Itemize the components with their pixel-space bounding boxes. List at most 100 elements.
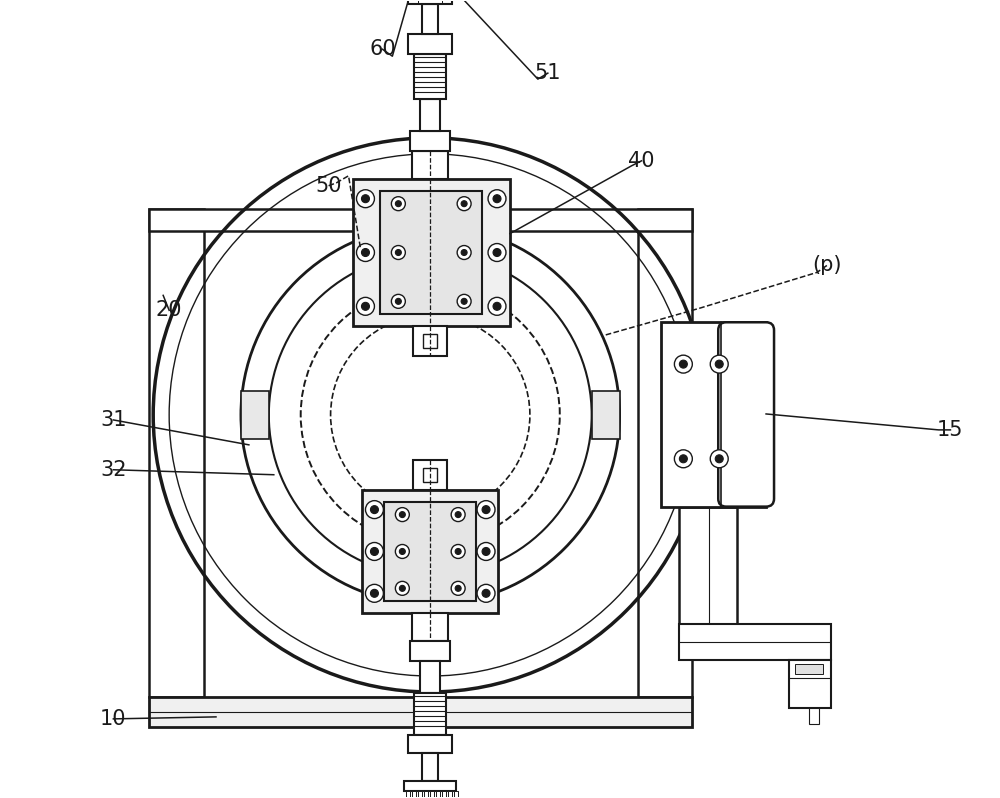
Bar bbox=[410, 641, 450, 661]
Circle shape bbox=[361, 248, 369, 256]
Circle shape bbox=[461, 200, 467, 207]
Bar bbox=[638, 208, 692, 697]
Circle shape bbox=[357, 298, 374, 315]
Circle shape bbox=[391, 196, 405, 211]
Bar bbox=[420, 99, 440, 131]
Circle shape bbox=[674, 450, 692, 468]
Bar bbox=[423, 334, 437, 348]
Bar bbox=[418, 791, 422, 798]
Bar bbox=[424, 791, 428, 798]
Bar bbox=[353, 179, 510, 326]
Circle shape bbox=[455, 548, 461, 555]
Circle shape bbox=[451, 582, 465, 595]
Circle shape bbox=[488, 190, 506, 207]
Circle shape bbox=[370, 547, 378, 555]
Circle shape bbox=[395, 544, 409, 559]
Text: 15: 15 bbox=[937, 420, 964, 440]
Circle shape bbox=[477, 500, 495, 519]
Circle shape bbox=[391, 294, 405, 308]
Bar bbox=[241, 391, 269, 439]
Circle shape bbox=[679, 360, 687, 368]
Circle shape bbox=[679, 455, 687, 463]
Bar bbox=[789, 660, 831, 708]
Bar bbox=[592, 391, 620, 439]
Bar bbox=[414, 693, 446, 735]
Text: 20: 20 bbox=[156, 300, 182, 320]
Bar bbox=[809, 708, 819, 724]
Circle shape bbox=[457, 196, 471, 211]
Circle shape bbox=[488, 298, 506, 315]
Bar bbox=[380, 191, 482, 314]
Circle shape bbox=[395, 582, 409, 595]
Bar bbox=[412, 613, 448, 641]
Circle shape bbox=[391, 246, 405, 259]
Circle shape bbox=[455, 586, 461, 591]
Circle shape bbox=[461, 250, 467, 255]
Bar bbox=[404, 780, 456, 791]
Bar bbox=[679, 624, 831, 660]
Circle shape bbox=[493, 248, 501, 256]
Circle shape bbox=[399, 586, 405, 591]
Circle shape bbox=[395, 508, 409, 522]
Circle shape bbox=[710, 450, 728, 468]
Circle shape bbox=[715, 360, 723, 368]
Circle shape bbox=[357, 243, 374, 262]
Text: 50: 50 bbox=[315, 176, 342, 196]
Circle shape bbox=[361, 302, 369, 310]
Bar bbox=[149, 208, 692, 231]
Circle shape bbox=[488, 243, 506, 262]
Circle shape bbox=[399, 512, 405, 518]
Bar bbox=[420, 661, 440, 693]
Circle shape bbox=[493, 302, 501, 310]
Circle shape bbox=[451, 508, 465, 522]
Circle shape bbox=[477, 543, 495, 560]
Bar bbox=[430, 791, 434, 798]
Bar bbox=[412, 151, 448, 179]
Bar bbox=[422, 4, 438, 34]
Circle shape bbox=[482, 590, 490, 598]
Circle shape bbox=[457, 294, 471, 308]
Bar bbox=[412, 791, 416, 798]
Bar bbox=[406, 791, 410, 798]
Circle shape bbox=[395, 200, 401, 207]
Text: 51: 51 bbox=[535, 63, 561, 83]
Bar bbox=[408, 34, 452, 54]
Text: (p): (p) bbox=[812, 255, 842, 275]
Circle shape bbox=[461, 298, 467, 304]
Bar bbox=[661, 322, 766, 507]
Bar bbox=[149, 208, 204, 697]
Bar bbox=[448, 791, 452, 798]
Circle shape bbox=[715, 455, 723, 463]
Circle shape bbox=[395, 250, 401, 255]
Circle shape bbox=[477, 584, 495, 602]
Bar bbox=[384, 502, 476, 602]
Circle shape bbox=[457, 246, 471, 259]
Circle shape bbox=[357, 190, 374, 207]
Circle shape bbox=[451, 544, 465, 559]
Text: 40: 40 bbox=[628, 151, 655, 171]
Circle shape bbox=[482, 547, 490, 555]
Circle shape bbox=[674, 355, 692, 373]
Bar bbox=[423, 468, 437, 482]
Text: 31: 31 bbox=[100, 410, 127, 430]
Circle shape bbox=[395, 298, 401, 304]
Bar bbox=[679, 507, 737, 624]
Bar bbox=[413, 460, 447, 490]
Bar bbox=[408, 735, 452, 753]
Bar bbox=[436, 791, 440, 798]
Circle shape bbox=[361, 195, 369, 203]
Bar bbox=[422, 753, 438, 780]
Bar bbox=[413, 326, 447, 356]
Circle shape bbox=[365, 543, 383, 560]
Circle shape bbox=[365, 500, 383, 519]
Bar bbox=[414, 54, 446, 99]
Circle shape bbox=[399, 548, 405, 555]
Bar bbox=[408, 0, 452, 4]
Circle shape bbox=[370, 590, 378, 598]
Bar bbox=[362, 490, 498, 613]
Circle shape bbox=[365, 584, 383, 602]
Bar bbox=[454, 791, 458, 798]
Bar bbox=[442, 791, 446, 798]
Text: 60: 60 bbox=[369, 39, 396, 59]
Circle shape bbox=[493, 195, 501, 203]
